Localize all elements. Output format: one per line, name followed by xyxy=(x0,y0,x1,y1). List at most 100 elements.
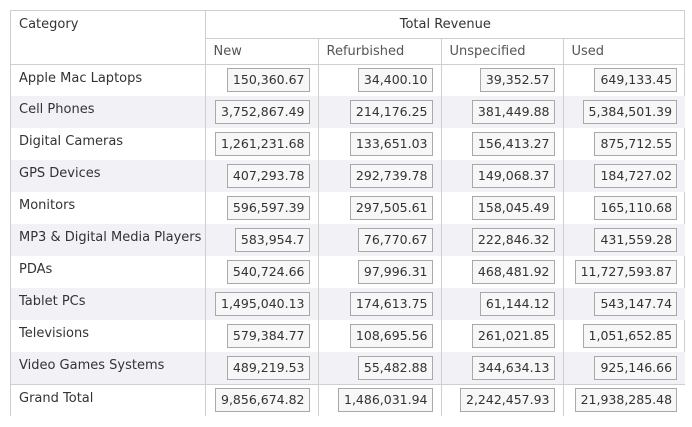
value-cell-new: 489,219.53 xyxy=(205,352,319,384)
column-header-unspecified[interactable]: Unspecified xyxy=(441,38,564,65)
column-header-used[interactable]: Used xyxy=(563,38,686,65)
total-revenue-header[interactable]: Total Revenue xyxy=(205,11,686,39)
row-category-label: Digital Cameras xyxy=(11,128,206,160)
value-cell-unspecified: 158,045.49 xyxy=(441,192,564,224)
table-row: Apple Mac Laptops 150,360.67 34,400.10 39,3… xyxy=(11,64,685,96)
value-box[interactable]: 165,110.68 xyxy=(594,196,678,220)
value-cell-used: 5,384,501.39 xyxy=(563,96,686,128)
row-category-label: PDAs xyxy=(11,256,206,288)
table-row: GPS Devices 407,293.78 292,739.78 149,068.3… xyxy=(11,160,686,192)
value-box[interactable]: 55,482.88 xyxy=(357,355,433,380)
value-box[interactable]: 489,219.53 xyxy=(226,355,310,380)
value-cell-used: 21,938,285.48 xyxy=(563,383,686,416)
value-box[interactable]: 3,752,867.49 xyxy=(215,100,310,124)
value-box[interactable]: 344,634.13 xyxy=(471,355,555,380)
value-cell-used: 184,727.02 xyxy=(563,160,686,192)
value-cell-unspecified: 468,481.92 xyxy=(441,256,564,288)
value-box[interactable]: 97,996.31 xyxy=(357,260,433,284)
value-box[interactable]: 925,146.66 xyxy=(594,355,678,380)
value-cell-refurbished: 76,770.67 xyxy=(318,224,442,256)
row-category-label: MP3 & Digital Media Players xyxy=(11,224,206,256)
value-cell-new: 540,724.66 xyxy=(205,256,319,288)
value-cell-refurbished: 292,739.78 xyxy=(318,160,442,192)
value-cell-refurbished: 174,613.75 xyxy=(318,288,442,320)
value-cell-unspecified: 222,846.32 xyxy=(441,224,564,256)
column-header-refurbished[interactable]: Refurbished xyxy=(318,38,442,65)
table-row: Video Games Systems 489,219.53 55,482.88 34… xyxy=(11,352,686,384)
value-cell-new: 9,856,674.82 xyxy=(205,383,319,416)
value-cell-unspecified: 39,352.57 xyxy=(441,64,564,96)
value-box[interactable]: 1,051,652.85 xyxy=(582,324,678,348)
value-cell-refurbished: 97,996.31 xyxy=(318,256,442,288)
value-box[interactable]: 11,727,593.87 xyxy=(574,260,678,284)
value-cell-used: 165,110.68 xyxy=(563,192,685,224)
value-box[interactable]: 5,384,501.39 xyxy=(582,100,678,124)
value-box[interactable]: 9,856,674.82 xyxy=(215,388,310,413)
value-box[interactable]: 158,045.49 xyxy=(471,196,555,220)
value-box[interactable]: 596,597.39 xyxy=(226,196,310,220)
value-cell-refurbished: 1,486,031.94 xyxy=(318,383,442,416)
category-header[interactable]: Category xyxy=(11,11,206,65)
value-box[interactable]: 649,133.45 xyxy=(594,68,678,93)
value-box[interactable]: 261,021.85 xyxy=(471,324,555,348)
value-box[interactable]: 407,293.78 xyxy=(226,164,310,188)
value-box[interactable]: 540,724.66 xyxy=(226,260,310,284)
row-category-label: Televisions xyxy=(11,320,206,352)
value-cell-used: 1,051,652.85 xyxy=(563,320,685,352)
value-box[interactable]: 156,413.27 xyxy=(471,132,555,156)
value-box[interactable]: 149,068.37 xyxy=(471,164,555,188)
value-box[interactable]: 150,360.67 xyxy=(226,68,310,93)
value-box[interactable]: 431,559.28 xyxy=(594,228,678,252)
value-cell-new: 596,597.39 xyxy=(205,192,319,224)
row-category-label: Grand Total xyxy=(11,383,206,416)
column-header-new[interactable]: New xyxy=(205,38,319,65)
table-row: Tablet PCs 1,495,040.13 174,613.75 61,144.1… xyxy=(11,288,686,320)
value-box[interactable]: 108,695.56 xyxy=(349,324,433,348)
grand-total-row: Grand Total 9,856,674.82 1,486,031.94 2,242… xyxy=(11,383,686,416)
value-box[interactable]: 184,727.02 xyxy=(594,164,678,188)
value-cell-unspecified: 261,021.85 xyxy=(441,320,564,352)
value-box[interactable]: 297,505.61 xyxy=(349,196,433,220)
value-box[interactable]: 222,846.32 xyxy=(471,228,555,252)
table-row: MP3 & Digital Media Players 583,954.7 76,7… xyxy=(11,224,686,256)
value-cell-new: 583,954.7 xyxy=(205,224,319,256)
value-cell-new: 1,495,040.13 xyxy=(205,288,319,320)
value-box[interactable]: 579,384.77 xyxy=(226,324,310,348)
value-cell-used: 11,727,593.87 xyxy=(563,256,685,288)
table-row: Televisions 579,384.77 108,695.56 261,021.8… xyxy=(11,320,685,352)
value-box[interactable]: 583,954.7 xyxy=(234,228,310,252)
value-box[interactable]: 468,481.92 xyxy=(471,260,555,284)
value-cell-new: 150,360.67 xyxy=(205,64,319,96)
value-cell-unspecified: 61,144.12 xyxy=(441,288,564,320)
value-box[interactable]: 1,486,031.94 xyxy=(338,388,433,413)
value-box[interactable]: 2,242,457.93 xyxy=(460,388,555,413)
value-cell-new: 1,261,231.68 xyxy=(205,128,319,160)
value-box[interactable]: 381,449.88 xyxy=(471,100,555,124)
value-box[interactable]: 1,495,040.13 xyxy=(215,292,310,316)
value-cell-used: 649,133.45 xyxy=(563,64,685,96)
row-category-label: Video Games Systems xyxy=(11,352,206,384)
value-cell-refurbished: 55,482.88 xyxy=(318,352,442,384)
value-box[interactable]: 76,770.67 xyxy=(357,228,433,252)
value-box[interactable]: 292,739.78 xyxy=(349,164,433,188)
table-row: Digital Cameras 1,261,231.68 133,651.03 156… xyxy=(11,128,685,160)
row-category-label: Cell Phones xyxy=(11,96,206,128)
row-category-label: Apple Mac Laptops xyxy=(11,64,206,96)
value-cell-refurbished: 297,505.61 xyxy=(318,192,442,224)
value-box[interactable]: 39,352.57 xyxy=(479,68,555,93)
value-cell-refurbished: 214,176.25 xyxy=(318,96,442,128)
value-cell-used: 925,146.66 xyxy=(563,352,686,384)
value-box[interactable]: 61,144.12 xyxy=(479,292,555,316)
pivot-table: Category Total Revenue New Refurbished U… xyxy=(10,10,686,416)
value-box[interactable]: 1,261,231.68 xyxy=(215,132,310,156)
value-cell-refurbished: 34,400.10 xyxy=(318,64,442,96)
value-cell-unspecified: 156,413.27 xyxy=(441,128,564,160)
value-box[interactable]: 875,712.55 xyxy=(594,132,678,156)
value-box[interactable]: 133,651.03 xyxy=(349,132,433,156)
value-box[interactable]: 174,613.75 xyxy=(349,292,433,316)
value-box[interactable]: 34,400.10 xyxy=(357,68,433,93)
value-box[interactable]: 214,176.25 xyxy=(349,100,433,124)
value-box[interactable]: 21,938,285.48 xyxy=(574,388,678,413)
value-box[interactable]: 543,147.74 xyxy=(594,292,678,316)
value-cell-new: 579,384.77 xyxy=(205,320,319,352)
